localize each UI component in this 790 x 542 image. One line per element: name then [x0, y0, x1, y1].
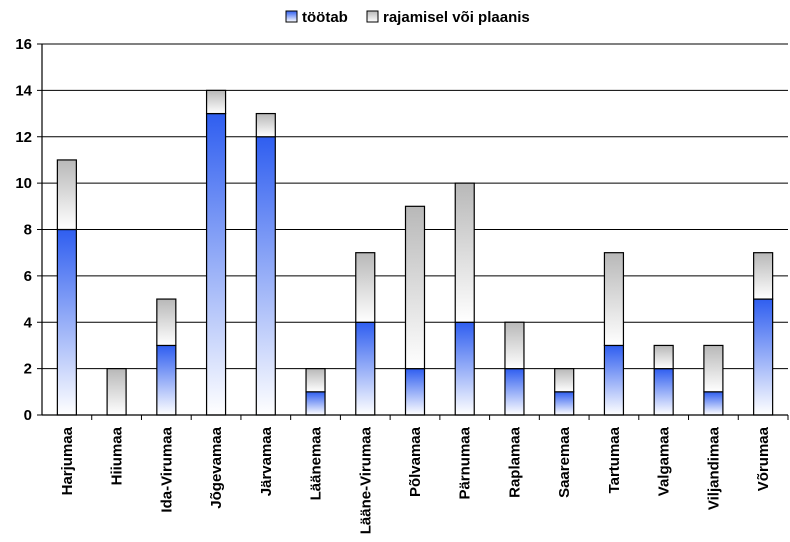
bars — [56, 89, 774, 416]
legend-swatch-rajamisel — [366, 10, 379, 23]
bar-tootab — [554, 391, 575, 416]
bar-rajamisel — [554, 368, 575, 393]
bar-rajamisel — [106, 368, 127, 416]
legend-swatch-tootab — [285, 10, 298, 23]
x-category-label: Hiiumaa — [109, 426, 126, 485]
bar-rajamisel — [454, 182, 475, 323]
bar-rajamisel — [504, 321, 525, 370]
y-tick-label: 6 — [24, 268, 32, 285]
x-category-label: Põlvamaa — [407, 426, 424, 497]
y-tick-label: 4 — [24, 314, 33, 331]
x-category-label: Ida-Virumaa — [158, 426, 175, 512]
bar-tootab — [156, 344, 177, 416]
bar-rajamisel — [703, 344, 724, 393]
legend-label-tootab: töötab — [302, 9, 348, 26]
x-category-label: Harjumaa — [59, 426, 76, 495]
bar-rajamisel — [305, 368, 326, 393]
bar-rajamisel — [156, 298, 177, 347]
bar-rajamisel — [205, 89, 227, 115]
bar-rajamisel — [404, 205, 426, 370]
y-tick-label: 14 — [15, 82, 32, 99]
bar-tootab — [504, 368, 525, 416]
x-category-label: Pärnumaa — [457, 426, 474, 499]
x-category-label: Läänemaa — [308, 426, 325, 500]
bar-tootab — [703, 391, 724, 416]
x-category-label: Raplamaa — [506, 426, 523, 498]
legend: töötab rajamisel või plaanis — [285, 9, 530, 26]
bar-rajamisel — [355, 252, 376, 323]
axes — [41, 44, 788, 416]
y-tick-label: 12 — [15, 129, 32, 146]
x-category-label: Viljandimaa — [705, 426, 722, 510]
y-tick-label: 16 — [15, 36, 32, 53]
bar-tootab — [56, 228, 77, 416]
bar-rajamisel — [653, 344, 674, 370]
x-category-label: Jõgevamaa — [208, 426, 225, 508]
x-category-label: Saaremaa — [556, 426, 573, 498]
y-axis-ticks: 0 2 4 6 8 10 12 14 16 — [15, 36, 42, 424]
bar-rajamisel — [753, 252, 774, 300]
bar-tootab — [653, 368, 674, 416]
bar-rajamisel — [56, 159, 77, 231]
legend-label-rajamisel: rajamisel või plaanis — [383, 9, 530, 26]
bar-tootab — [404, 368, 426, 416]
bar-rajamisel — [603, 252, 625, 347]
y-tick-label: 2 — [24, 361, 32, 378]
y-tick-label: 8 — [24, 222, 32, 239]
y-tick-label: 10 — [15, 175, 32, 192]
y-tick-label: 0 — [24, 407, 32, 424]
bar-tootab — [603, 344, 625, 416]
bar-tootab — [355, 321, 376, 416]
bar-rajamisel — [255, 112, 276, 138]
x-axis-labels: Harjumaa Hiiumaa Ida-Virumaa Jõgevamaa Järva… — [59, 415, 789, 534]
bar-tootab — [305, 391, 326, 416]
bar-tootab — [454, 321, 475, 416]
x-category-label: Lääne-Virumaa — [357, 426, 374, 534]
bar-tootab — [753, 298, 774, 416]
x-category-label: Valgamaa — [656, 426, 673, 496]
x-category-label: Järvamaa — [258, 426, 275, 496]
bar-tootab — [205, 112, 227, 416]
x-category-label: Võrumaa — [755, 426, 772, 491]
bar-tootab — [255, 136, 276, 416]
x-category-label: Tartumaa — [606, 426, 623, 493]
